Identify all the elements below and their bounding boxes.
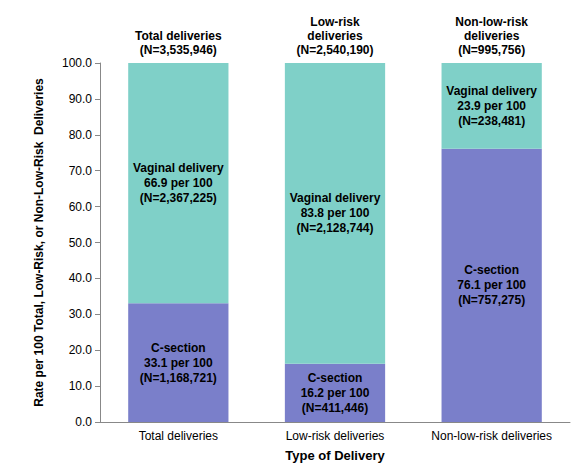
svg-text:Total deliveries: Total deliveries bbox=[135, 29, 222, 43]
svg-text:16.2 per 100: 16.2 per 100 bbox=[301, 386, 370, 400]
svg-text:Vaginal delivery: Vaginal delivery bbox=[446, 84, 537, 98]
svg-text:60.0: 60.0 bbox=[69, 200, 93, 214]
svg-text:deliveries: deliveries bbox=[464, 29, 520, 43]
svg-text:40.0: 40.0 bbox=[69, 271, 93, 285]
svg-text:76.1 per 100: 76.1 per 100 bbox=[457, 278, 526, 292]
svg-text:Type of Delivery: Type of Delivery bbox=[285, 448, 385, 463]
svg-text:(N=1,168,721): (N=1,168,721) bbox=[140, 371, 217, 385]
svg-text:C-section: C-section bbox=[464, 263, 519, 277]
svg-text:(N=3,535,946): (N=3,535,946) bbox=[140, 43, 217, 57]
svg-text:66.9 per 100: 66.9 per 100 bbox=[144, 176, 213, 190]
svg-text:(N=2,540,190): (N=2,540,190) bbox=[296, 43, 373, 57]
svg-text:20.0: 20.0 bbox=[69, 343, 93, 357]
svg-text:(N=411,446): (N=411,446) bbox=[302, 401, 368, 415]
svg-text:Rate per 100 Total, Low-Risk,: Rate per 100 Total, Low-Risk, or Non-Low… bbox=[32, 78, 46, 407]
svg-text:70.0: 70.0 bbox=[69, 164, 93, 178]
svg-text:100.0: 100.0 bbox=[62, 56, 92, 70]
svg-text:deliveries: deliveries bbox=[307, 29, 363, 43]
svg-text:(N=2,128,744): (N=2,128,744) bbox=[296, 221, 373, 235]
svg-text:(N=757,275): (N=757,275) bbox=[458, 293, 525, 307]
svg-text:0.0: 0.0 bbox=[75, 415, 92, 429]
svg-text:Vaginal delivery: Vaginal delivery bbox=[133, 161, 224, 175]
svg-text:Low-risk deliveries: Low-risk deliveries bbox=[286, 429, 385, 443]
svg-text:90.0: 90.0 bbox=[69, 92, 93, 106]
svg-text:10.0: 10.0 bbox=[69, 379, 93, 393]
svg-text:30.0: 30.0 bbox=[69, 307, 93, 321]
svg-text:33.1 per 100: 33.1 per 100 bbox=[144, 356, 213, 370]
svg-text:(N=995,756): (N=995,756) bbox=[458, 43, 525, 57]
svg-text:Non-low-risk: Non-low-risk bbox=[455, 15, 528, 29]
svg-text:50.0: 50.0 bbox=[69, 236, 93, 250]
svg-text:Non-low-risk deliveries: Non-low-risk deliveries bbox=[431, 429, 552, 443]
svg-text:83.8 per 100: 83.8 per 100 bbox=[301, 206, 370, 220]
svg-text:(N=2,367,225): (N=2,367,225) bbox=[140, 191, 217, 205]
svg-text:Total deliveries: Total deliveries bbox=[139, 429, 218, 443]
svg-text:(N=238,481): (N=238,481) bbox=[458, 114, 525, 128]
svg-text:Vaginal delivery: Vaginal delivery bbox=[290, 191, 381, 205]
svg-text:80.0: 80.0 bbox=[69, 128, 93, 142]
svg-text:C-section: C-section bbox=[151, 341, 206, 355]
svg-text:C-section: C-section bbox=[308, 371, 363, 385]
svg-text:23.9 per 100: 23.9 per 100 bbox=[457, 99, 526, 113]
svg-text:Low-risk: Low-risk bbox=[310, 15, 360, 29]
